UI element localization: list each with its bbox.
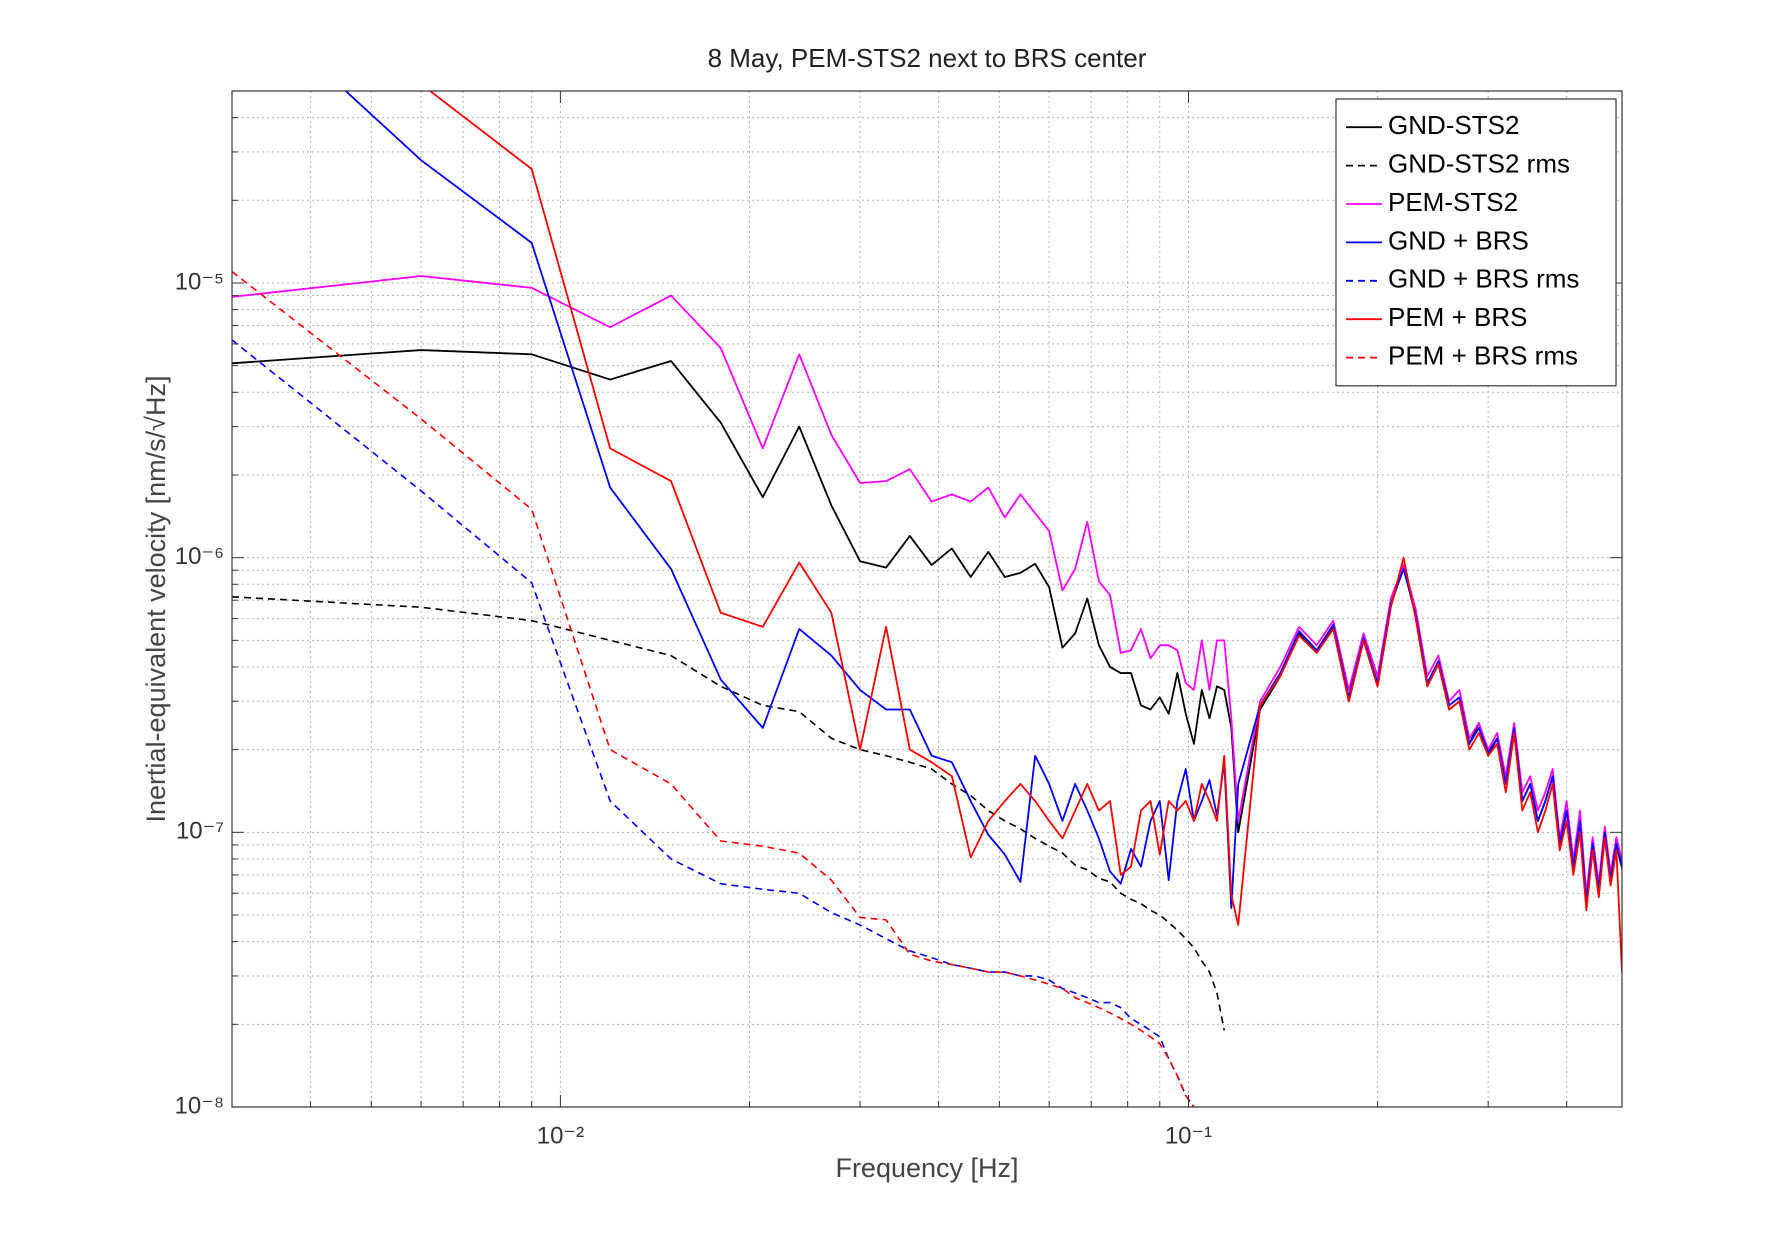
ticks: 10⁻² 10⁻¹ 10⁻⁸ 10⁻⁷ 10⁻⁶ 10⁻⁵ <box>175 91 1622 1149</box>
series-line <box>428 91 1622 973</box>
x-tick-label: 10⁻¹ <box>1165 1122 1212 1149</box>
chart-title: 8 May, PEM-STS2 next to BRS center <box>708 43 1147 73</box>
y-tick-label: 10⁻⁶ <box>175 543 224 570</box>
grid <box>232 91 1622 1108</box>
legend-label: GND-STS2 <box>1388 110 1519 140</box>
series-lines <box>232 91 1622 1107</box>
legend: GND-STS2 GND-STS2 rms PEM-STS2 GND + BRS GND… <box>1335 98 1617 387</box>
legend-label: PEM + BRS <box>1388 302 1527 332</box>
y-tick-label: 10⁻⁵ <box>175 268 224 295</box>
series-line <box>232 339 1195 1107</box>
series-line <box>232 596 1226 1031</box>
legend-label: GND + BRS rms <box>1388 264 1579 294</box>
series-line <box>232 270 1195 1107</box>
x-axis-label: Frequency [Hz] <box>835 1153 1018 1183</box>
axes-box <box>231 90 1623 1108</box>
series-line <box>344 91 1622 909</box>
legend-box <box>1335 98 1617 387</box>
x-tick-label: 10⁻² <box>537 1122 584 1149</box>
y-axis-label: Inertial-equivalent velocity [nm/s/√Hz] <box>141 376 171 823</box>
legend-label: GND-STS2 rms <box>1388 148 1570 178</box>
legend-label: PEM-STS2 <box>1388 187 1518 217</box>
y-tick-label: 10⁻⁸ <box>175 1092 225 1119</box>
series-line <box>232 275 1622 897</box>
legend-label: PEM + BRS rms <box>1388 340 1578 370</box>
legend-label: GND + BRS <box>1388 225 1529 255</box>
y-tick-label: 10⁻⁷ <box>176 818 224 845</box>
